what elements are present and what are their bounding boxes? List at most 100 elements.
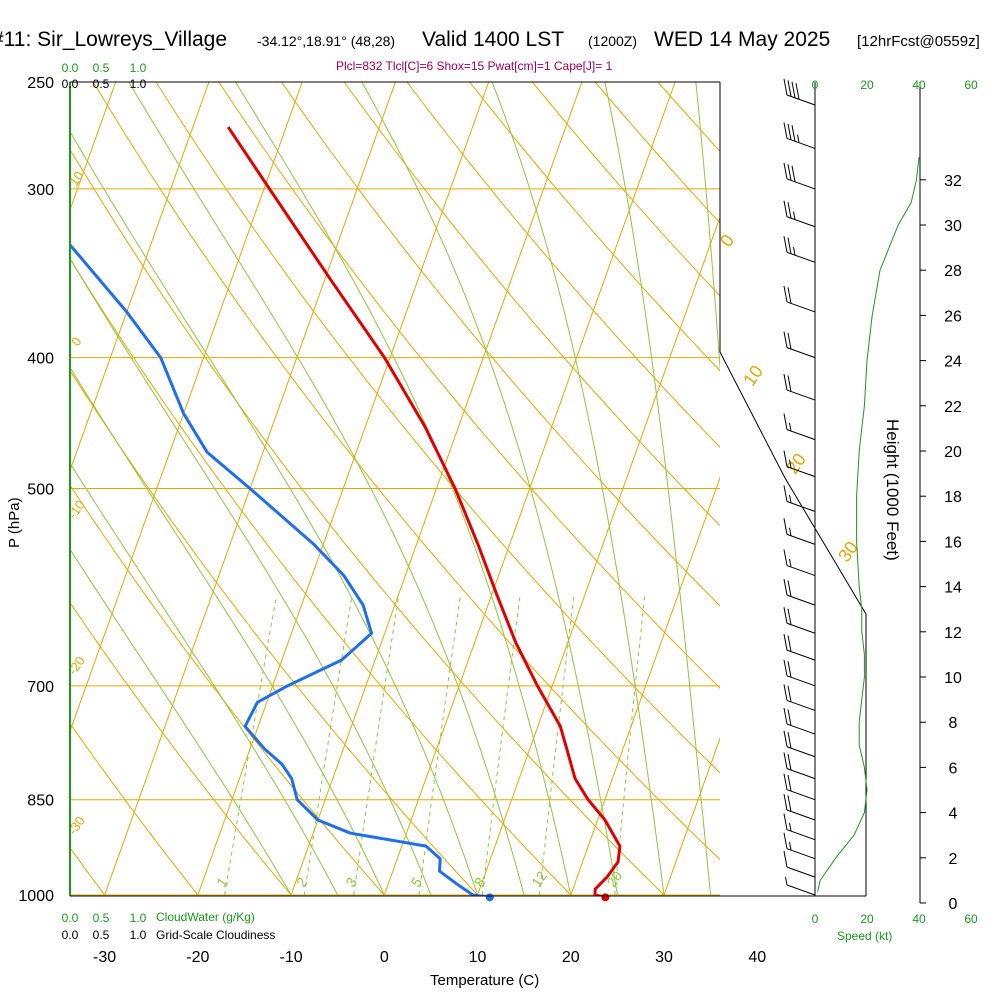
isotherm-label: 10 (66, 168, 87, 188)
wind-barb-flag (787, 202, 792, 219)
dry-adiabat-line (406, 82, 720, 448)
temperature-line (226, 126, 622, 896)
plot-right-border (719, 82, 867, 896)
cloudiness-tick-bottom: 0.5 (93, 928, 110, 942)
wind-barb-flag (795, 83, 800, 100)
wind-barb-half-flag (789, 842, 792, 851)
moist-adiabat-line (70, 366, 385, 896)
height-tick-label: 30 (944, 218, 962, 235)
wind-barb-staff (786, 768, 816, 780)
pressure-tick-label: 300 (27, 182, 54, 199)
wind-barb (783, 773, 816, 801)
wind-barb (783, 813, 816, 841)
moist-adiabat-line (70, 462, 339, 896)
height-tick-label: 10 (944, 670, 962, 687)
wind-barb-flag (783, 684, 788, 701)
wind-barb-staff (786, 501, 816, 512)
wind-barb-flag (783, 579, 788, 596)
cloudwater-tick-top: 1.0 (130, 61, 147, 75)
mixing-ratio-line (481, 595, 521, 896)
dry-adiabat-line (70, 257, 573, 896)
height-tick-label: 24 (944, 354, 962, 371)
pressure-tick-label: 500 (27, 482, 54, 499)
isotherm-label: -20 (65, 653, 88, 677)
mixing-ratio-label: 3 (342, 874, 360, 890)
dry-adiabat-line (155, 82, 720, 774)
temperature-tick-label: 20 (562, 949, 580, 966)
isotherm-line (70, 82, 210, 472)
isotherm-label: -10 (65, 497, 88, 521)
cloudiness-tick-bottom: 0.0 (62, 928, 79, 942)
surface-dewpoint-point (485, 893, 494, 902)
cloudwater-tick-bottom: 0.0 (62, 911, 79, 925)
wind-barb (783, 793, 816, 821)
wind-barb-staff (786, 94, 816, 106)
mixing-ratio-line (224, 595, 277, 896)
wind-barb-half-flag (789, 558, 792, 568)
wind-barb-flag (787, 375, 792, 392)
wind-barb (783, 851, 816, 878)
wind-barb-flag (787, 580, 792, 597)
speed-tick-top: 60 (964, 78, 978, 92)
moist-adiabat-line (70, 130, 478, 896)
sounding-indices: Plcl=832 Tlcl[C]=6 Shox=15 Pwat[cm]=1 Ca… (336, 59, 613, 73)
wind-barb-half-flag (789, 822, 792, 832)
wind-barb-flag (787, 287, 792, 304)
wind-barb-staff (786, 251, 816, 263)
wind-barb-flag (787, 795, 792, 812)
wind-barb-staff (786, 466, 816, 478)
dry-adiabat-line (469, 82, 720, 372)
speed-axis-label: Speed (kt) (837, 929, 893, 943)
surface-temperature-point (601, 893, 610, 902)
wind-barb-flag (783, 200, 788, 217)
wind-barb-flag (783, 707, 788, 725)
wind-barb-flag (783, 752, 788, 769)
wind-barb-staff (786, 594, 816, 606)
height-tick-label: 16 (944, 534, 962, 551)
wind-barb-flag (791, 165, 796, 182)
wind-speed-profile-line (817, 157, 920, 892)
wind-barb-flag (787, 635, 792, 652)
mixing-ratio-line (303, 595, 353, 896)
speed-tick-top: 20 (860, 78, 874, 92)
moist-adiabat-line (70, 548, 292, 896)
wind-barb-staff (786, 622, 816, 634)
wind-barb-flag (787, 685, 792, 702)
wind-barb-flag (783, 122, 788, 139)
dry-adiabat-line (70, 484, 386, 896)
valid-time-utc: (1200Z) (588, 33, 638, 49)
height-tick-label: 14 (944, 580, 962, 597)
wind-barb-staff (786, 429, 816, 441)
height-axis-label: Height (1000 Feet) (883, 419, 902, 561)
wind-barb-half-flag (789, 527, 792, 536)
wind-barb-staff (786, 699, 816, 711)
wind-barb-staff (786, 884, 816, 896)
wind-barb-staff (786, 848, 816, 860)
wind-barb-staff (786, 347, 816, 359)
wind-barb-flag (783, 832, 788, 849)
isotherm-line (0, 82, 23, 895)
wind-barb-flag (783, 485, 788, 502)
moist-adiabat-line (695, 82, 720, 374)
wind-barb-staff (786, 746, 816, 758)
wind-barb-flag (783, 634, 788, 651)
wind-barb-staff (786, 565, 816, 577)
cloudwater-tick-top: 0.5 (93, 61, 110, 75)
wind-barb-flag (787, 608, 792, 625)
mixing-ratio-label: 12 (528, 868, 550, 890)
station-coords: -34.12°,18.91° (48,28) (257, 33, 396, 49)
dry-adiabat-line (594, 82, 720, 224)
speed-tick-bottom: 60 (964, 912, 978, 926)
temperature-tick-label: 30 (655, 949, 673, 966)
wind-barb-flag (783, 773, 788, 790)
wind-barb (783, 549, 816, 577)
wind-barb (783, 162, 816, 190)
wind-barb-flag (783, 285, 788, 303)
height-tick-label: 12 (944, 625, 962, 642)
wind-barb-flag (787, 237, 792, 254)
valid-date: WED 14 May 2025 (654, 28, 831, 51)
temperature-tick-label: -20 (186, 949, 209, 966)
dewpoint-line (70, 242, 490, 896)
wind-barb-half-flag (785, 876, 788, 886)
